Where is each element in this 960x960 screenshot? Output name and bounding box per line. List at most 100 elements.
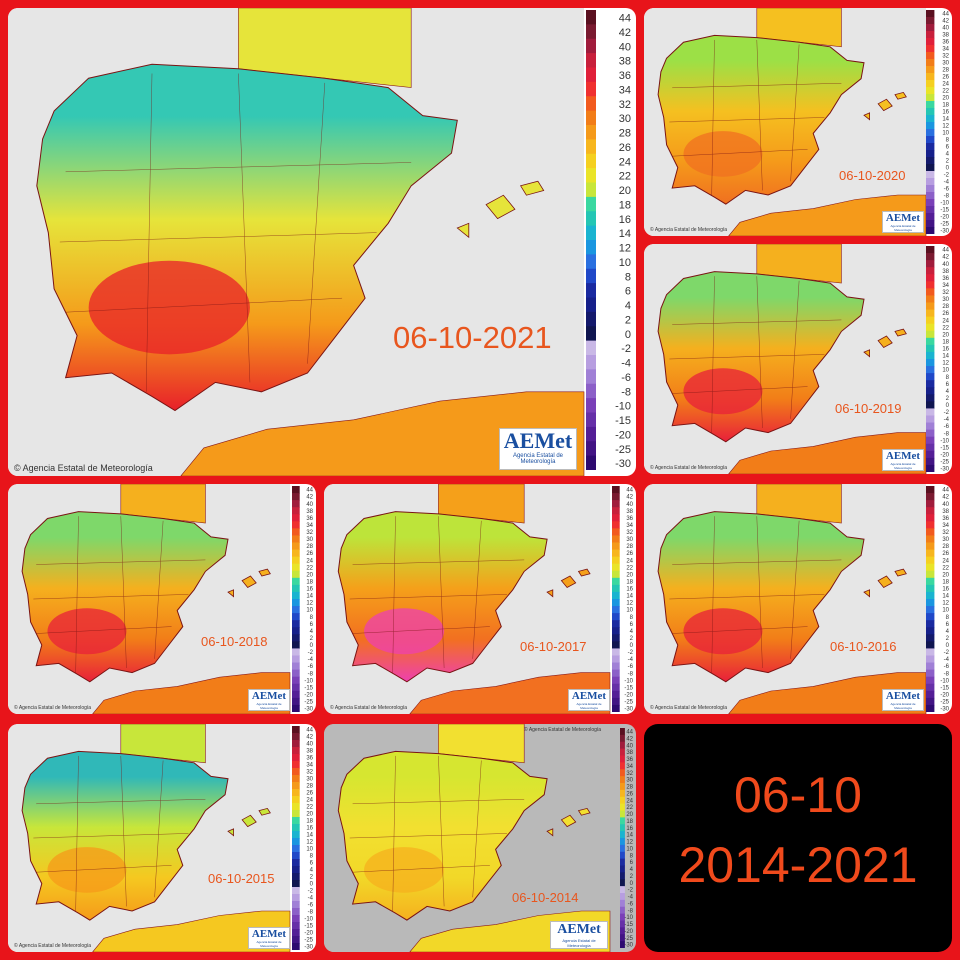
legend-swatch	[292, 655, 300, 664]
legend-swatch	[292, 887, 300, 895]
legend-swatch	[586, 110, 596, 126]
aemet-logo-2014: AEMet Agencia Estatal de Meteorología	[550, 921, 608, 949]
legend-swatch	[292, 908, 300, 916]
legend-value: 16	[942, 110, 949, 116]
balearic-island	[894, 91, 907, 100]
legend-value: 36	[619, 70, 631, 82]
legend-value: -8	[628, 671, 634, 677]
legend-value: 22	[942, 89, 949, 95]
legend-value: 22	[626, 805, 633, 811]
legend-swatch	[926, 690, 935, 699]
hot-spot-area	[364, 847, 445, 893]
legend-value: -30	[304, 707, 313, 712]
map-panel-2016: 06-10-2016 © Agencia Estatal de Meteorol…	[644, 484, 952, 714]
legend-value: 6	[630, 622, 634, 628]
legend-value: 12	[626, 601, 633, 607]
legend-swatch	[586, 398, 596, 413]
legend-swatch	[292, 726, 300, 734]
legend-swatch	[926, 662, 935, 671]
legend-swatch	[926, 337, 935, 346]
legend-swatch	[926, 620, 935, 628]
legend-swatch	[292, 676, 300, 685]
legend-swatch	[612, 704, 620, 712]
legend-value: -4	[944, 657, 950, 663]
legend-swatch	[926, 192, 935, 200]
legend-value: 40	[942, 262, 949, 268]
legend-value: 30	[306, 537, 313, 543]
legend-swatch	[620, 941, 625, 948]
legend-swatch	[926, 80, 935, 88]
legend-swatch	[292, 704, 300, 712]
legend-swatch	[926, 648, 935, 656]
legend-value: 22	[306, 565, 313, 571]
legend-value: 28	[942, 544, 949, 550]
legend-swatch	[292, 740, 300, 748]
legend-swatch	[926, 108, 935, 116]
legend-swatch	[620, 824, 625, 832]
legend-value: -20	[940, 452, 949, 458]
legend-swatch	[292, 662, 300, 671]
legend-swatch	[926, 227, 935, 234]
province-borders	[349, 516, 525, 673]
legend-value: 12	[942, 361, 949, 367]
legend-swatch	[926, 599, 935, 607]
legend-swatch	[586, 455, 596, 470]
legend-value: 0	[630, 881, 634, 887]
legend-value: -30	[624, 707, 633, 712]
legend-value: 20	[626, 812, 633, 818]
legend-value: -30	[304, 945, 313, 950]
legend-swatch	[612, 521, 620, 529]
hot-spot-area	[47, 847, 127, 893]
legend-value: 0	[625, 329, 631, 341]
legend-swatch	[586, 211, 596, 227]
legend-swatch	[586, 168, 596, 183]
legend-swatch	[292, 873, 300, 881]
legend-value: 44	[942, 248, 949, 254]
legend-value: 28	[942, 304, 949, 310]
summary-years: 2014-2021	[678, 837, 918, 893]
legend-swatch	[292, 620, 300, 628]
legend-value: -4	[944, 180, 950, 186]
legend-swatch	[292, 535, 300, 543]
legend-value: 18	[306, 819, 313, 825]
legend-swatch	[292, 542, 300, 551]
legend-value: 0	[946, 166, 950, 172]
legend-swatch	[586, 139, 596, 155]
legend-value: 18	[619, 199, 631, 211]
legend-swatch	[926, 697, 935, 706]
legend-swatch	[620, 865, 625, 873]
legend-value: 2	[630, 636, 634, 642]
legend-value: 12	[306, 601, 313, 607]
legend-value: -2	[308, 650, 314, 656]
legend-swatch	[612, 697, 620, 706]
legend-value: 42	[306, 735, 313, 741]
legend-swatch	[292, 768, 300, 776]
legend-value: 40	[942, 26, 949, 32]
legend-value: 22	[942, 565, 949, 571]
legend-value: 2	[946, 396, 950, 402]
legend-value: -10	[615, 401, 631, 413]
legend-value: -25	[940, 222, 949, 228]
legend-swatch	[926, 641, 935, 649]
legend-value: 40	[619, 41, 631, 53]
copyright-2019: © Agencia Estatal de Meteorología	[650, 465, 728, 471]
hot-spot-area	[683, 368, 763, 415]
legend-swatch	[926, 24, 935, 32]
map-panel-2020: 06-10-2020 © Agencia Estatal de Meteorol…	[644, 8, 952, 236]
legend-swatch	[292, 556, 300, 565]
balearic-island	[894, 328, 907, 337]
legend-swatch	[292, 838, 300, 846]
legend-swatch	[292, 803, 300, 811]
temperature-legend-2014: 44 42 40 38 36 34 32 30 28 26 24 22 20 18 16 14 12 10 8 6 4 2…	[620, 728, 634, 948]
legend-swatch	[612, 591, 620, 600]
balearic-island	[546, 828, 554, 837]
legend-value: 14	[306, 594, 313, 600]
legend-value: 38	[619, 56, 631, 68]
legend-swatch	[612, 542, 620, 551]
legend-value: -2	[628, 888, 634, 894]
legend-swatch	[292, 943, 300, 950]
copyright-icon: ©	[650, 227, 655, 233]
legend-value: -8	[308, 910, 314, 916]
legend-value: 36	[942, 276, 949, 282]
legend-value: -8	[308, 671, 314, 677]
